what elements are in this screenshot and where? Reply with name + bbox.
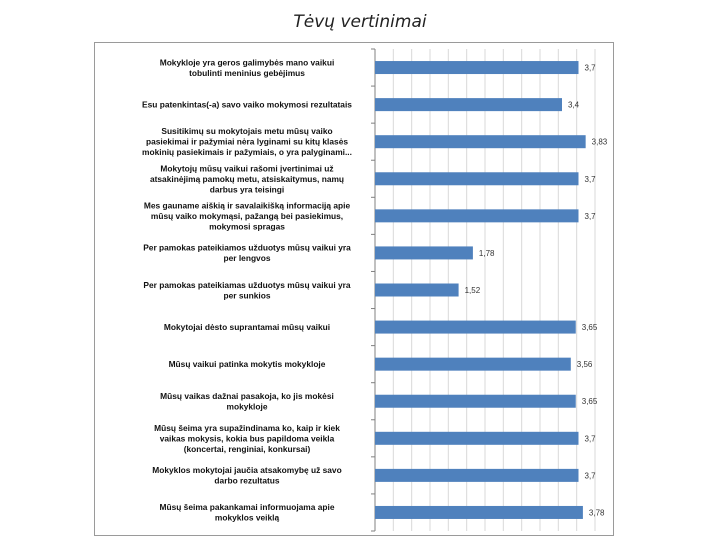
category-label-line: darbus yra teisingi <box>210 184 284 194</box>
category-label-line: Mokytojai dėsto suprantamai mūsų vaikui <box>164 322 330 332</box>
category-label-4: Mokytojų mūsų vaikui rašomi įvertinimai … <box>150 163 344 194</box>
bar-1 <box>375 61 579 75</box>
category-label-line: mokymosi spragas <box>209 221 285 231</box>
category-label-line: (koncertai, renginiai, konkursai) <box>184 444 311 454</box>
value-label-8: 3,65 <box>582 323 598 332</box>
page-title: Tėvų vertinimai <box>293 12 427 32</box>
category-label-line: Susitikimų su mokytojais metu mūsų vaiko <box>161 126 332 136</box>
value-label-2: 3,4 <box>568 101 580 110</box>
bar-11 <box>375 431 579 445</box>
bar-chart: 3,7 Mokykloje yra geros galimybės mano va… <box>142 48 608 532</box>
category-label-5: Mes gauname aiškią ir savalaikišką infor… <box>144 200 351 231</box>
chart-frame: 3,7 Mokykloje yra geros galimybės mano va… <box>94 42 614 536</box>
category-label-line: mokyklos veiklą <box>215 513 280 523</box>
bar-8 <box>375 320 576 334</box>
category-label-line: mokinių pasiekimais ir pažymiais, o yra … <box>142 147 352 157</box>
category-label-13: Mūsų šeima pakankamai informuojama apie m… <box>159 502 334 523</box>
category-label-12: Mokyklos mokytojai jaučia atsakomybę už … <box>152 465 341 486</box>
category-label-8: Mokytojai dėsto suprantamai mūsų vaikui <box>164 322 330 332</box>
bar-13 <box>375 505 583 519</box>
value-label-1: 3,7 <box>585 64 597 73</box>
category-label-line: Per pamokas pateikiamos užduotys mūsų va… <box>143 243 351 253</box>
bar-2 <box>375 98 562 112</box>
category-label-line: Mūsų vaikui patinka mokytis mokykloje <box>169 359 326 369</box>
value-label-7: 1,52 <box>465 286 481 295</box>
bar-6 <box>375 246 473 260</box>
category-label-line: mūsų vaiko mokymąsi, pažangą bei pasieki… <box>151 211 343 221</box>
category-label-2: Esu patenkintas(-a) savo vaiko mokymosi … <box>142 100 352 110</box>
category-label-line: Mes gauname aiškią ir savalaikišką infor… <box>144 200 351 210</box>
category-label-9: Mūsų vaikui patinka mokytis mokykloje <box>169 359 326 369</box>
category-label-line: tobulinti meninius gebėjimus <box>189 68 305 78</box>
category-label-line: vaikas mokysis, kokia bus papildoma veik… <box>160 433 335 443</box>
value-label-11: 3,7 <box>585 434 597 443</box>
category-label-line: darbo rezultatus <box>214 476 279 486</box>
value-label-3: 3,83 <box>592 138 608 147</box>
bar-7 <box>375 283 459 297</box>
category-label-line: Mokytojų mūsų vaikui rašomi įvertinimai … <box>160 163 333 173</box>
value-label-13: 3,78 <box>589 508 605 517</box>
category-label-line: Mūsų vaikas dažnai pasakoja, ko jis mokė… <box>160 391 334 401</box>
category-label-3: Susitikimų su mokytojais metu mūsų vaiko… <box>142 126 352 157</box>
category-label-1: Mokykloje yra geros galimybės mano vaiku… <box>160 57 335 78</box>
category-label-line: Mūsų šeima pakankamai informuojama apie <box>159 502 334 512</box>
bar-12 <box>375 468 579 482</box>
category-label-line: per lengvos <box>223 253 270 263</box>
value-label-4: 3,7 <box>585 175 597 184</box>
category-label-line: Mokykloje yra geros galimybės mano vaiku… <box>160 57 335 67</box>
category-label-10: Mūsų vaikas dažnai pasakoja, ko jis mokė… <box>160 391 334 412</box>
bar-10 <box>375 394 576 408</box>
category-label-11: Mūsų šeima yra supažindinama ko, kaip ir… <box>154 423 340 454</box>
bar-3 <box>375 135 586 149</box>
value-label-5: 3,7 <box>585 212 597 221</box>
value-label-9: 3,56 <box>577 360 593 369</box>
bar-4 <box>375 172 579 186</box>
bar-9 <box>375 357 571 371</box>
value-label-6: 1,78 <box>479 249 495 258</box>
category-label-line: Esu patenkintas(-a) savo vaiko mokymosi … <box>142 100 352 110</box>
category-label-line: Mokyklos mokytojai jaučia atsakomybę už … <box>152 465 341 475</box>
category-label-7: Per pamokas pateikiamas užduotys mūsų va… <box>143 280 350 301</box>
value-label-10: 3,65 <box>582 397 598 406</box>
category-label-6: Per pamokas pateikiamos užduotys mūsų va… <box>143 243 351 264</box>
category-label-line: Per pamokas pateikiamas užduotys mūsų va… <box>143 280 350 290</box>
category-label-line: pasiekimai ir pažymiai nėra lyginami su … <box>146 137 348 147</box>
category-label-line: per sunkios <box>223 290 270 300</box>
bar-5 <box>375 209 579 223</box>
category-label-line: atsakinėjimą pamokų metu, atsiskaitymus,… <box>150 174 344 184</box>
category-label-line: Mūsų šeima yra supažindinama ko, kaip ir… <box>154 423 340 433</box>
value-label-12: 3,7 <box>585 471 597 480</box>
category-label-line: mokykloje <box>227 401 268 411</box>
